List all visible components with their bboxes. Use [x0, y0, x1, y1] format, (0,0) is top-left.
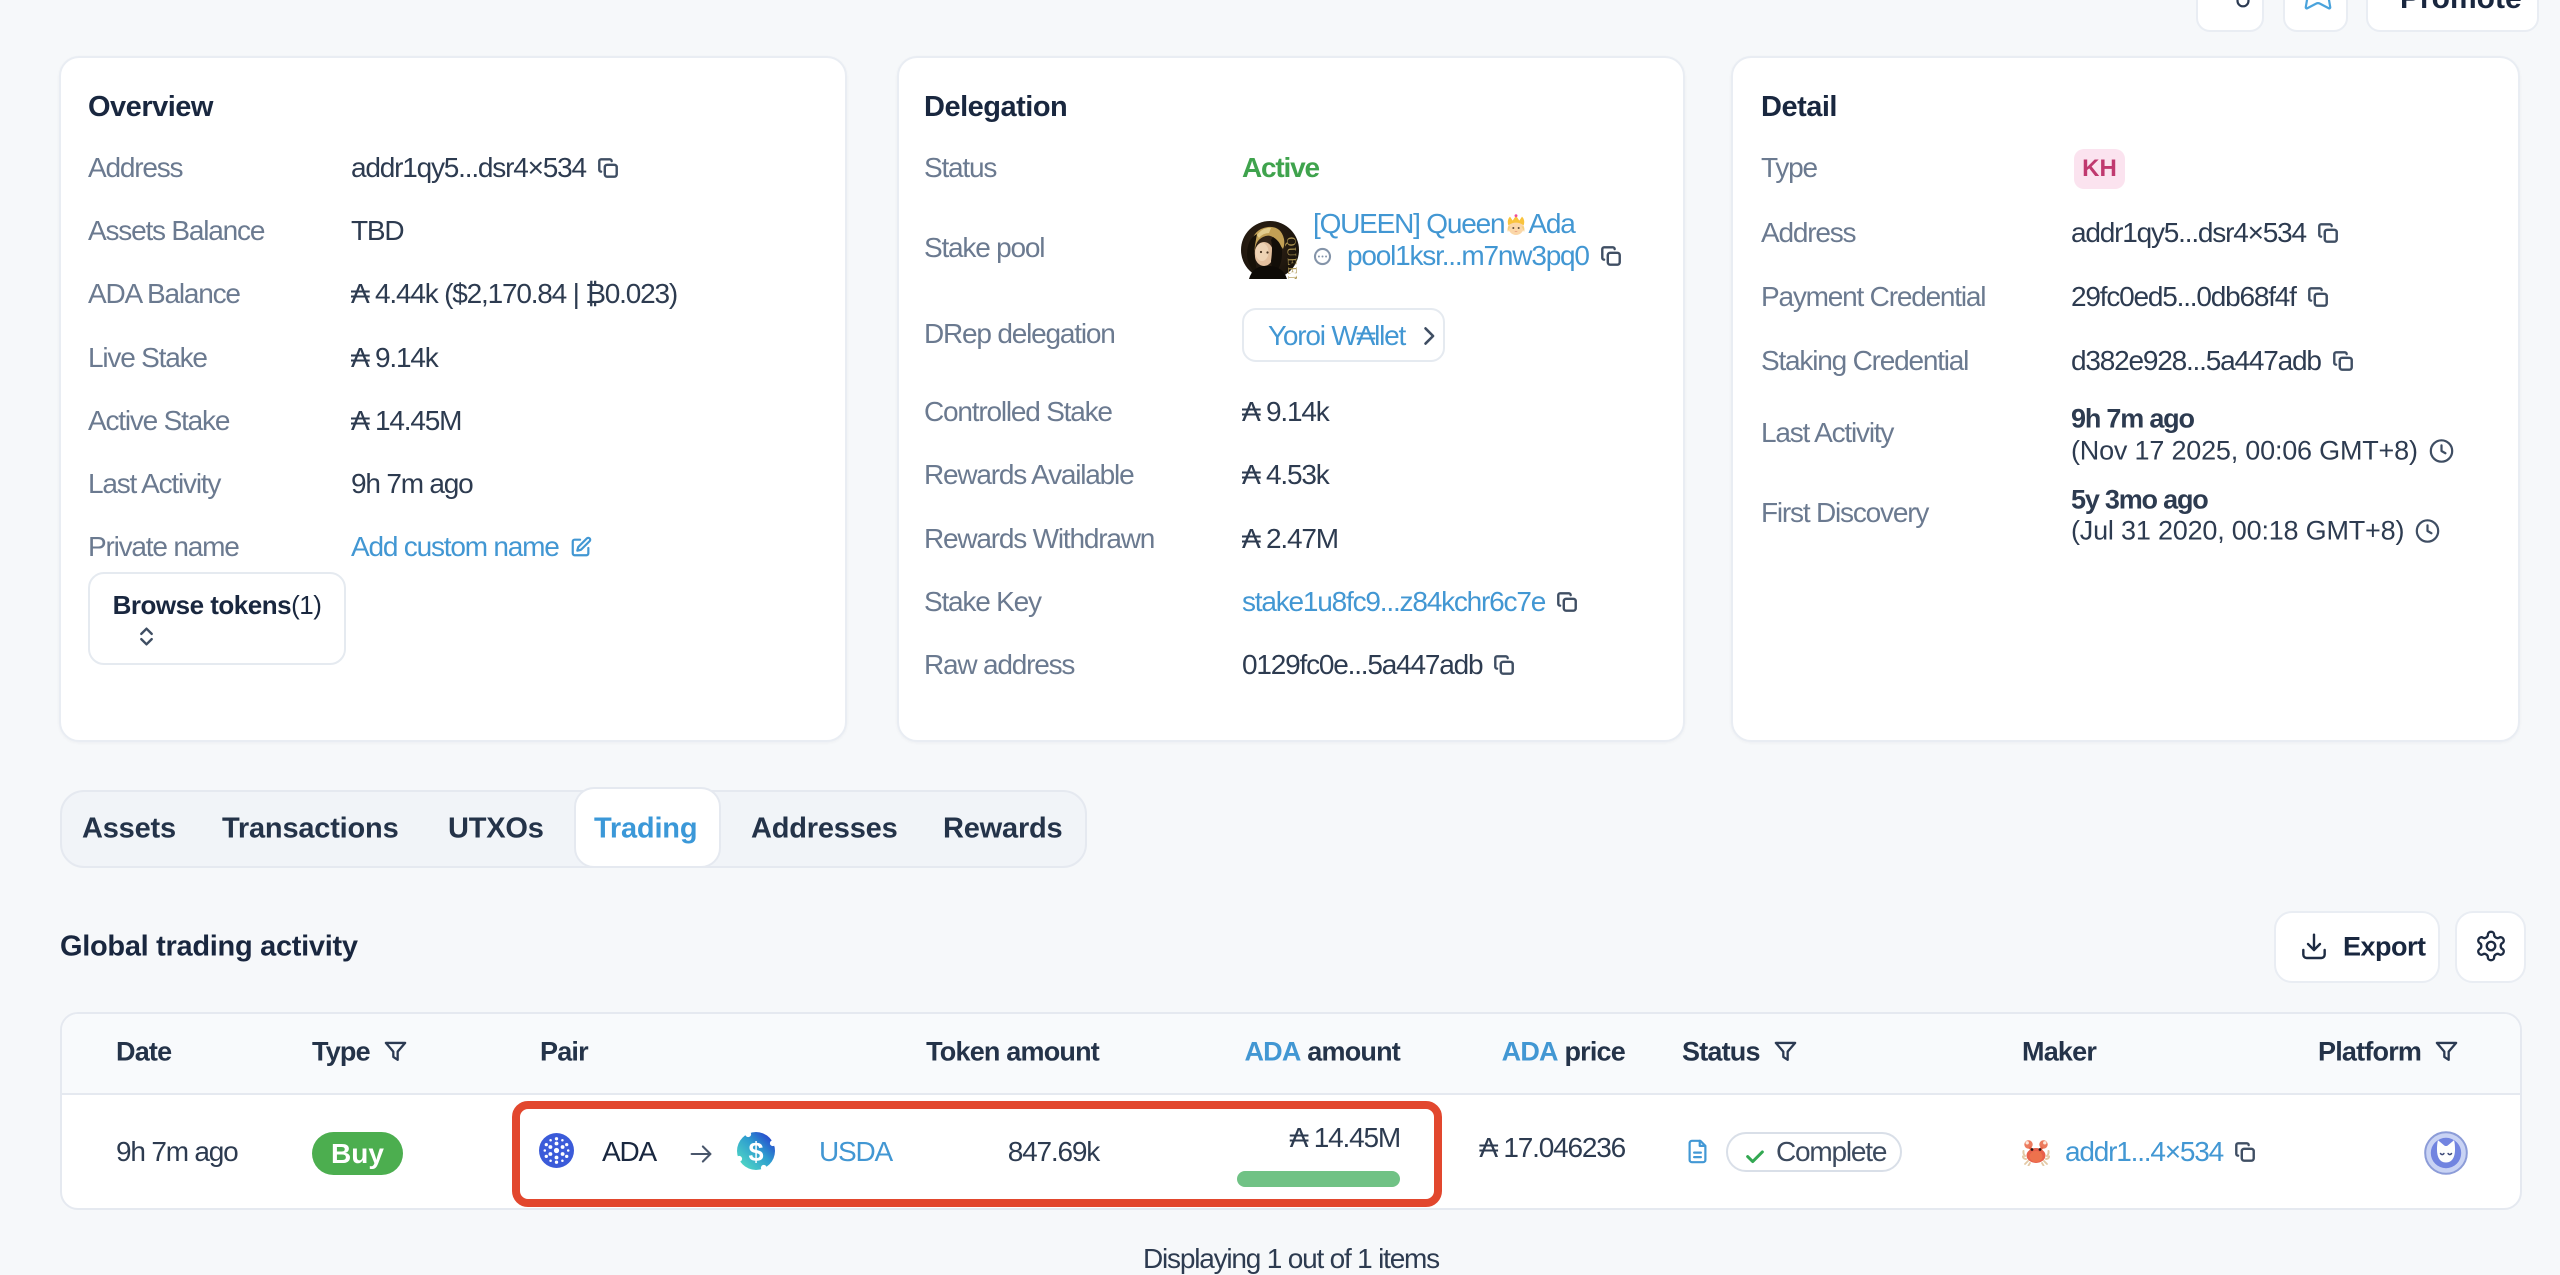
- svg-text:QUEEN: QUEEN: [1284, 237, 1299, 279]
- svg-text:$: $: [748, 1137, 763, 1167]
